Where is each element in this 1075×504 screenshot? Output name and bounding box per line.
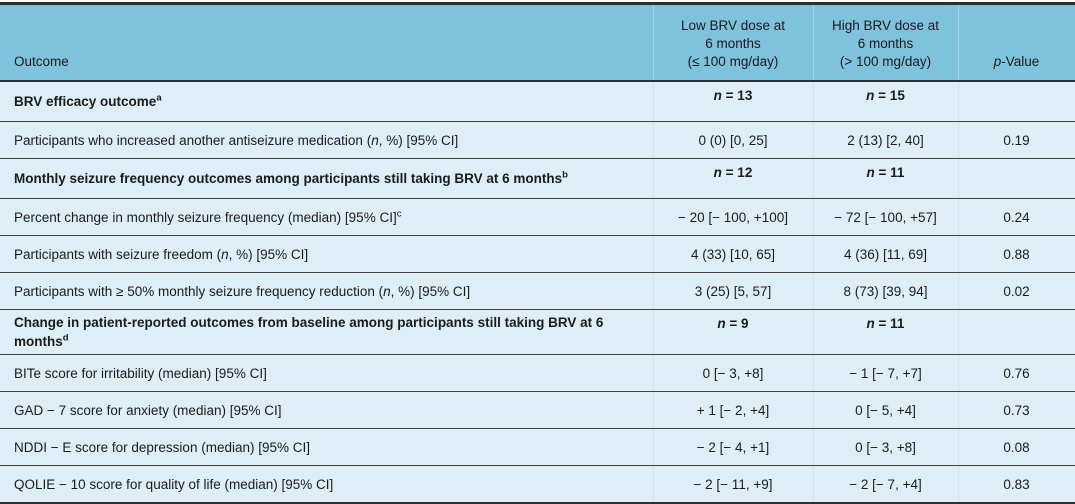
low-dose-cell: − 2 [− 11, +9] <box>653 465 813 503</box>
p-value-cell: 0.02 <box>958 272 1075 310</box>
high-dose-cell: − 2 [− 7, +4] <box>813 465 958 503</box>
table-body: BRV efficacy outcomea n = 13 n = 15 Part… <box>0 81 1075 503</box>
p-value-cell: 0.19 <box>958 121 1075 159</box>
low-dose-cell: 3 (25) [5, 57] <box>653 272 813 310</box>
low-dose-cell: n = 12 <box>653 158 813 199</box>
table-header: Outcome Low BRV dose at 6 months (≤ 100 … <box>0 3 1075 82</box>
high-dose-cell: n = 15 <box>813 81 958 122</box>
table-row-increased-medication: Participants who increased another antis… <box>0 121 1075 159</box>
header-low-line1: Low BRV dose at <box>680 18 786 33</box>
header-high-line2: 6 months <box>857 36 914 51</box>
high-dose-cell: n = 11 <box>813 158 958 199</box>
row-label: BRV efficacy outcomea <box>0 81 653 122</box>
table-row-section-brv-efficacy: BRV efficacy outcomea n = 13 n = 15 <box>0 81 1075 122</box>
table-row-frequency-reduction: Participants with ≥ 50% monthly seizure … <box>0 272 1075 310</box>
table-row-bite-score: BITe score for irritability (median) [95… <box>0 354 1075 392</box>
table-row-section-patient-reported: Change in patient-reported outcomes from… <box>0 309 1075 355</box>
header-cell-outcome: Outcome <box>0 3 653 82</box>
row-label: BITe score for irritability (median) [95… <box>0 354 653 392</box>
row-label: Participants who increased another antis… <box>0 121 653 159</box>
high-dose-cell: 8 (73) [39, 94] <box>813 272 958 310</box>
high-dose-cell: 4 (36) [11, 69] <box>813 235 958 273</box>
header-low-line2: 6 months <box>705 36 761 51</box>
low-dose-cell: − 20 [− 100, +100] <box>653 198 813 236</box>
high-dose-cell: − 72 [− 100, +57] <box>813 198 958 236</box>
low-dose-cell: − 2 [− 4, +1] <box>653 428 813 466</box>
high-dose-cell: − 1 [− 7, +7] <box>813 354 958 392</box>
header-cell-high-dose: High BRV dose at 6 months (> 100 mg/day) <box>813 3 958 82</box>
table-row-seizure-freedom: Participants with seizure freedom (n, %)… <box>0 235 1075 273</box>
table-row-nddie-score: NDDI − E score for depression (median) [… <box>0 428 1075 466</box>
table-row-qolie10-score: QOLIE − 10 score for quality of life (me… <box>0 465 1075 503</box>
row-label: Percent change in monthly seizure freque… <box>0 198 653 236</box>
row-label: Participants with ≥ 50% monthly seizure … <box>0 272 653 310</box>
high-dose-cell: n = 11 <box>813 309 958 355</box>
header-low-line3: (≤ 100 mg/day) <box>687 54 779 69</box>
p-value-cell: 0.88 <box>958 235 1075 273</box>
p-value-cell <box>958 309 1075 355</box>
row-label: Monthly seizure frequency outcomes among… <box>0 158 653 199</box>
header-high-line1: High BRV dose at <box>831 18 940 33</box>
low-dose-cell: 0 [− 3, +8] <box>653 354 813 392</box>
header-high-line3: (> 100 mg/day) <box>839 54 932 69</box>
p-value-cell: 0.76 <box>958 354 1075 392</box>
p-value-cell <box>958 81 1075 122</box>
high-dose-cell: 0 [− 5, +4] <box>813 391 958 429</box>
header-row: Outcome Low BRV dose at 6 months (≤ 100 … <box>0 3 1075 82</box>
high-dose-cell: 0 [− 3, +8] <box>813 428 958 466</box>
row-label: Change in patient-reported outcomes from… <box>0 309 653 355</box>
table-row-gad7-score: GAD − 7 score for anxiety (median) [95% … <box>0 391 1075 429</box>
table-row-section-seizure-frequency: Monthly seizure frequency outcomes among… <box>0 158 1075 199</box>
low-dose-cell: 0 (0) [0, 25] <box>653 121 813 159</box>
header-cell-p-value: p-Value <box>958 3 1075 82</box>
row-label: NDDI − E score for depression (median) [… <box>0 428 653 466</box>
header-cell-low-dose: Low BRV dose at 6 months (≤ 100 mg/day) <box>653 3 813 82</box>
low-dose-cell: + 1 [− 2, +4] <box>653 391 813 429</box>
table-row-percent-change: Percent change in monthly seizure freque… <box>0 198 1075 236</box>
row-label: QOLIE − 10 score for quality of life (me… <box>0 465 653 503</box>
high-dose-cell: 2 (13) [2, 40] <box>813 121 958 159</box>
row-label: Participants with seizure freedom (n, %)… <box>0 235 653 273</box>
low-dose-cell: n = 9 <box>653 309 813 355</box>
p-value-cell: 0.83 <box>958 465 1075 503</box>
p-value-cell <box>958 158 1075 199</box>
row-label: GAD − 7 score for anxiety (median) [95% … <box>0 391 653 429</box>
low-dose-cell: 4 (33) [10, 65] <box>653 235 813 273</box>
p-value-cell: 0.24 <box>958 198 1075 236</box>
p-value-cell: 0.08 <box>958 428 1075 466</box>
low-dose-cell: n = 13 <box>653 81 813 122</box>
p-value-cell: 0.73 <box>958 391 1075 429</box>
